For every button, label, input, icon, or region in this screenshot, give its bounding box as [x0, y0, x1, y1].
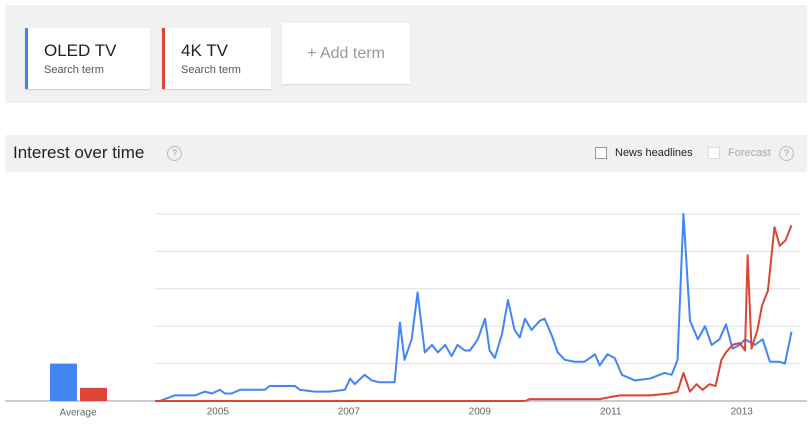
- average-label: Average: [59, 408, 97, 419]
- help-icon[interactable]: ?: [779, 146, 794, 161]
- term-subtitle: Search term: [44, 64, 104, 76]
- term-name: 4K TV: [181, 41, 228, 60]
- terms-panel: OLED TV Search term 4K TV Search term + …: [5, 5, 807, 103]
- term-card[interactable]: 4K TV Search term: [162, 28, 271, 89]
- section-bar: Interest over time ? News headlines Fore…: [5, 135, 807, 172]
- x-tick-label: 2005: [207, 407, 230, 418]
- x-tick-label: 2011: [600, 407, 622, 418]
- series-line: [159, 213, 793, 402]
- term-subtitle: Search term: [181, 64, 241, 76]
- series-line: [155, 224, 793, 402]
- checkbox[interactable]: [595, 147, 607, 159]
- checkbox[interactable]: [708, 147, 720, 159]
- average-bar: [50, 363, 77, 401]
- add-term[interactable]: + Add term: [282, 23, 410, 84]
- help-icon[interactable]: ?: [167, 146, 182, 161]
- x-tick-label: 2013: [731, 407, 754, 418]
- x-tick-label: 2007: [338, 407, 361, 418]
- option-label[interactable]: Forecast: [728, 147, 771, 159]
- term-name: OLED TV: [44, 41, 117, 60]
- average-bar: [80, 387, 107, 401]
- option-label[interactable]: News headlines: [615, 147, 693, 159]
- x-tick-label: 2009: [469, 407, 492, 418]
- term-card[interactable]: OLED TV Search term: [25, 28, 150, 89]
- section-title: Interest over time: [13, 143, 145, 162]
